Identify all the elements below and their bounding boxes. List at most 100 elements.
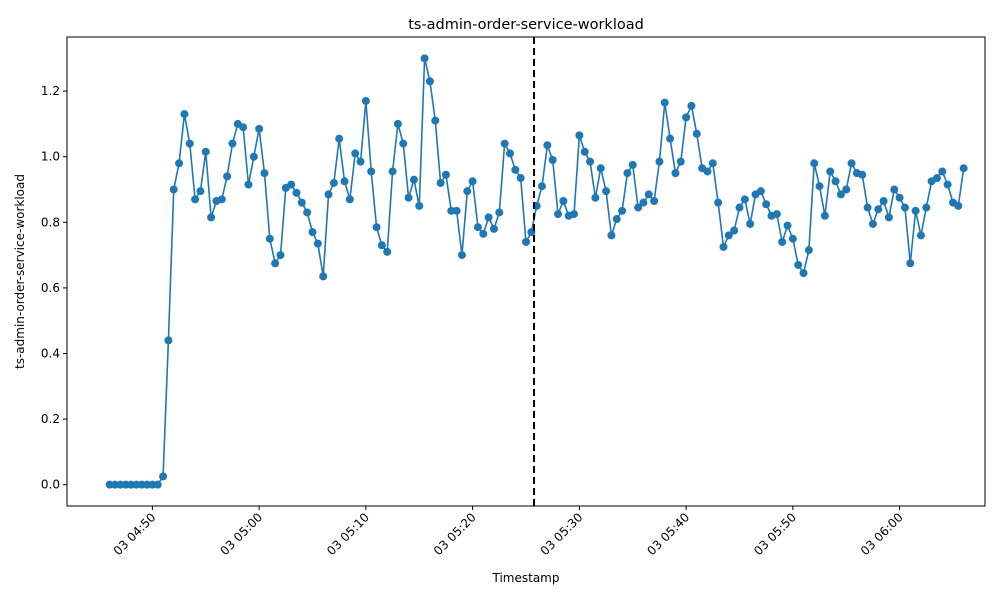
data-point	[303, 208, 312, 217]
data-point	[788, 234, 797, 243]
data-point	[666, 134, 675, 143]
data-point	[377, 241, 386, 250]
y-axis-label: ts-admin-order-service-workload	[13, 174, 27, 369]
y-tick-label: 0.0	[41, 478, 60, 492]
data-point	[260, 169, 269, 178]
data-point	[244, 180, 253, 189]
data-point	[628, 160, 637, 169]
data-point	[538, 182, 547, 191]
data-point	[276, 251, 285, 260]
data-point	[409, 175, 418, 184]
data-point	[863, 203, 872, 212]
data-point	[740, 195, 749, 204]
data-point	[361, 96, 370, 105]
data-point	[196, 187, 205, 196]
data-point	[719, 242, 728, 251]
data-point	[292, 188, 301, 197]
data-point	[879, 196, 888, 205]
data-point	[591, 193, 600, 202]
data-point	[634, 203, 643, 212]
data-point	[356, 157, 365, 166]
data-point	[228, 139, 237, 148]
data-point	[489, 224, 498, 233]
y-tick-label: 0.8	[41, 215, 60, 229]
data-point	[372, 223, 381, 232]
data-point	[308, 228, 317, 237]
data-point	[393, 119, 402, 128]
data-point	[810, 159, 819, 168]
data-point	[159, 472, 168, 481]
data-point	[735, 203, 744, 212]
data-point	[890, 185, 899, 194]
data-point	[575, 131, 584, 140]
data-point	[900, 203, 909, 212]
data-point	[746, 219, 755, 228]
y-tick-label: 1.2	[41, 84, 60, 98]
data-point	[916, 231, 925, 240]
data-point	[169, 185, 178, 194]
data-point	[425, 77, 434, 86]
data-point	[778, 237, 787, 246]
data-point	[500, 139, 509, 148]
data-point	[522, 237, 530, 246]
data-point	[324, 190, 333, 199]
data-point	[847, 159, 856, 168]
data-point	[516, 174, 525, 183]
data-point	[639, 198, 648, 207]
data-point	[756, 187, 765, 196]
data-point	[479, 229, 488, 238]
data-point	[559, 196, 568, 205]
data-point	[826, 167, 835, 176]
data-point	[207, 213, 216, 222]
data-point	[420, 54, 429, 63]
data-point	[388, 167, 397, 176]
data-point	[596, 164, 605, 173]
data-point	[799, 269, 808, 278]
data-point	[687, 101, 696, 110]
data-point	[468, 177, 477, 186]
data-point	[671, 169, 680, 178]
data-point	[692, 129, 701, 138]
data-point	[612, 215, 621, 224]
data-point	[922, 203, 931, 212]
data-point	[570, 210, 579, 219]
data-point	[911, 206, 920, 215]
data-point	[249, 152, 258, 161]
data-point	[820, 211, 829, 220]
data-point	[452, 206, 461, 215]
data-point	[815, 182, 824, 191]
data-point	[153, 480, 162, 489]
data-point	[623, 169, 632, 178]
data-point	[271, 259, 280, 268]
data-point	[708, 159, 717, 168]
data-point	[650, 196, 659, 205]
data-point	[804, 246, 813, 255]
data-point	[345, 195, 354, 204]
data-point	[367, 167, 376, 176]
data-point	[340, 177, 349, 186]
data-point	[543, 141, 552, 150]
data-point	[265, 234, 274, 243]
data-point	[682, 113, 691, 122]
data-point	[297, 198, 306, 207]
data-point	[383, 247, 392, 256]
y-tick-label: 0.2	[41, 412, 60, 426]
data-point	[943, 180, 952, 189]
y-axis: 0.0 0.2 0.4 0.6 0.8 1.0 1.2	[41, 84, 67, 492]
y-tick-label: 0.6	[41, 281, 60, 295]
data-point	[431, 116, 440, 125]
data-point	[730, 226, 739, 235]
data-point	[874, 205, 883, 214]
data-point	[938, 167, 947, 176]
data-point	[313, 239, 322, 248]
data-point	[511, 165, 520, 174]
data-point	[932, 174, 941, 183]
data-point	[548, 155, 557, 164]
data-point	[580, 147, 589, 156]
data-point	[175, 159, 184, 168]
data-point	[703, 167, 712, 176]
data-point	[329, 178, 338, 187]
data-point	[660, 98, 669, 107]
